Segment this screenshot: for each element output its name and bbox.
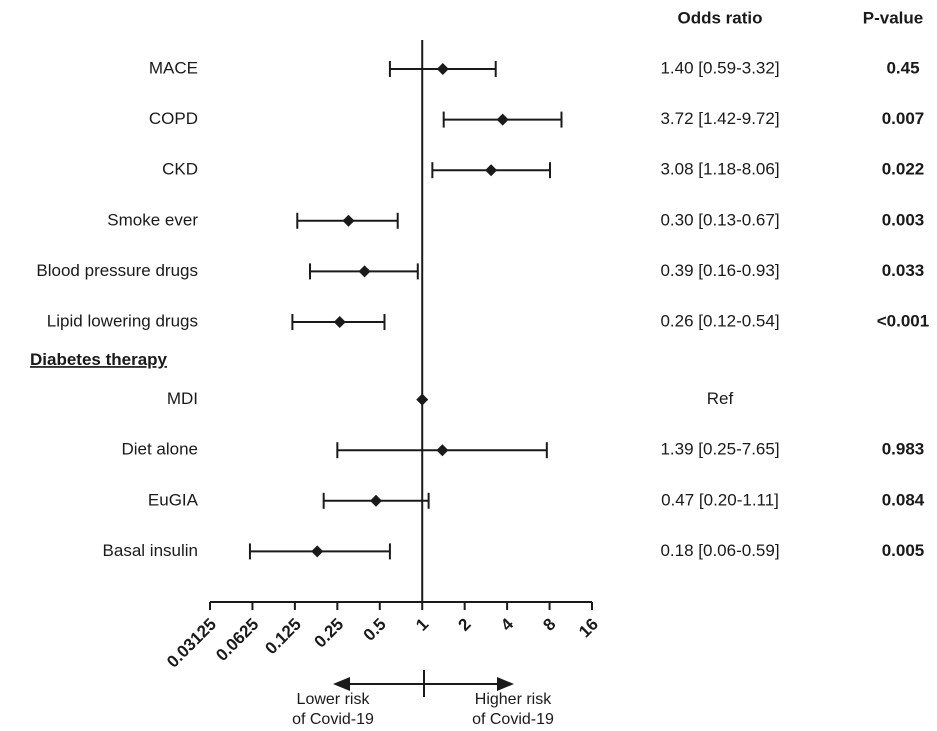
estimate-marker	[416, 393, 429, 406]
p-value: <0.001	[877, 311, 929, 330]
estimate-marker	[342, 214, 355, 227]
x-tick-label: 8	[539, 615, 559, 635]
x-tick-label: 1	[412, 615, 432, 635]
p-value: 0.007	[882, 109, 925, 128]
row-label: Diet alone	[121, 440, 198, 459]
x-tick-label: 16	[575, 615, 602, 642]
p-value: 0.022	[882, 160, 925, 179]
odds-ratio-label: Ref	[707, 389, 734, 408]
row-label: Lipid lowering drugs	[47, 311, 198, 330]
row-label: COPD	[149, 109, 198, 128]
arrow-head	[497, 677, 514, 691]
column-header: P-value	[863, 8, 923, 27]
estimate-marker	[311, 545, 324, 558]
row-label: Blood pressure drugs	[36, 261, 198, 280]
row-label: CKD	[162, 160, 198, 179]
x-tick-label: 0.25	[310, 615, 347, 652]
row-label: MDI	[167, 389, 198, 408]
estimate-marker	[496, 113, 509, 126]
row-label: EuGIA	[148, 490, 199, 509]
odds-ratio-label: 0.30 [0.13-0.67]	[660, 210, 779, 229]
p-value: 0.033	[882, 261, 925, 280]
x-tick-label: 0.125	[261, 615, 305, 659]
odds-ratio-label: 1.39 [0.25-7.65]	[660, 440, 779, 459]
odds-ratio-label: 0.47 [0.20-1.11]	[661, 490, 779, 509]
arrow-head	[333, 677, 350, 691]
odds-ratio-label: 0.18 [0.06-0.59]	[660, 541, 779, 560]
annotation: Lower risk	[297, 691, 371, 708]
column-header: Odds ratio	[677, 8, 762, 27]
estimate-marker	[333, 316, 346, 328]
x-tick-label: 0.5	[360, 615, 390, 645]
p-value: 0.084	[882, 490, 925, 509]
row-label: Basal insulin	[103, 541, 198, 560]
odds-ratio-label: 0.26 [0.12-0.54]	[660, 311, 779, 330]
x-tick-label: 0.0625	[212, 615, 262, 665]
odds-ratio-label: 0.39 [0.16-0.93]	[660, 261, 779, 280]
estimate-marker	[358, 265, 371, 278]
section-label: Diabetes therapy	[30, 350, 168, 369]
odds-ratio-label: 3.72 [1.42-9.72]	[660, 109, 779, 128]
p-value: 0.003	[882, 210, 925, 229]
x-tick-label: 4	[497, 614, 518, 635]
p-value: 0.45	[886, 58, 919, 77]
p-value: 0.005	[882, 541, 925, 560]
x-tick-label: 2	[455, 615, 475, 635]
odds-ratio-label: 1.40 [0.59-3.32]	[660, 58, 779, 77]
annotation: of Covid-19	[472, 711, 554, 728]
annotation: Higher risk	[475, 691, 552, 708]
estimate-marker	[369, 494, 382, 507]
row-label: MACE	[149, 58, 198, 77]
row-label: Smoke ever	[107, 210, 198, 229]
x-tick-label: 0.03125	[163, 615, 220, 672]
estimate-marker	[436, 444, 449, 457]
annotation: of Covid-19	[292, 711, 374, 728]
odds-ratio-label: 3.08 [1.18-8.06]	[660, 160, 779, 179]
estimate-marker	[485, 164, 498, 177]
p-value: 0.983	[882, 440, 925, 459]
estimate-marker	[436, 63, 449, 75]
